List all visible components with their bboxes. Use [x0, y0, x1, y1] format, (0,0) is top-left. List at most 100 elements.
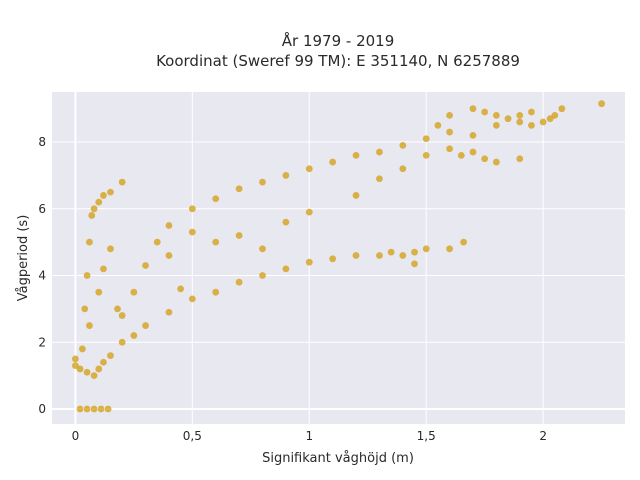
scatter-point [460, 238, 468, 246]
scatter-point [516, 118, 524, 126]
scatter-point [399, 165, 407, 173]
scatter-point [88, 212, 96, 219]
scatter-point [104, 405, 112, 413]
scatter-point [76, 405, 84, 413]
scatter-point [305, 165, 313, 173]
scatter-point [528, 108, 535, 116]
scatter-point [352, 252, 360, 259]
scatter-point [469, 105, 477, 113]
x-tick-label: 2 [539, 429, 547, 443]
scatter-point [83, 368, 91, 376]
scatter-point [259, 245, 266, 253]
chart-title-line-2: Koordinat (Sweref 99 TM): E 351140, N 62… [156, 52, 520, 70]
scatter-point [399, 141, 407, 149]
scatter-point [81, 305, 89, 313]
scatter-point [118, 312, 126, 319]
scatter-point [76, 365, 84, 373]
scatter-point [83, 405, 91, 413]
scatter-point [411, 248, 418, 256]
scatter-point [165, 252, 173, 259]
scatter-point [86, 322, 93, 329]
chart-title-line-1: År 1979 - 2019 [282, 31, 395, 50]
scatter-point [446, 245, 453, 253]
scatter-point [492, 121, 500, 129]
scatter-point [235, 278, 243, 286]
scatter-point [551, 111, 559, 119]
y-tick-label: 2 [38, 335, 46, 349]
scatter-point [492, 158, 500, 166]
scatter-point [282, 218, 290, 226]
y-axis-ticks: 0 2 4 6 8 [38, 135, 46, 416]
scatter-point [411, 260, 418, 268]
scatter-point [352, 192, 360, 199]
scatter-point [387, 248, 395, 256]
scatter-point [95, 365, 103, 373]
scatter-point [142, 322, 149, 329]
scatter-point [329, 158, 337, 166]
x-axis-label: Signifikant våghöjd (m) [262, 451, 414, 466]
scatter-point [282, 265, 290, 273]
y-axis-label: Vågperiod (s) [16, 215, 31, 302]
scatter-point [114, 305, 121, 313]
scatter-point [352, 151, 360, 159]
scatter-point [79, 345, 86, 353]
y-tick-label: 4 [38, 269, 46, 283]
scatter-point [516, 111, 524, 119]
scatter-point [142, 262, 149, 269]
scatter-point [95, 288, 103, 296]
scatter-point [481, 155, 489, 163]
x-tick-label: 0 [72, 429, 80, 443]
scatter-point [539, 118, 547, 126]
scatter-point [329, 255, 337, 263]
scatter-point [558, 105, 566, 113]
scatter-point [165, 308, 173, 316]
x-tick-label: 1 [305, 429, 313, 443]
scatter-point [399, 252, 407, 259]
scatter-point [188, 228, 196, 236]
scatter-point [376, 148, 383, 156]
scatter-point [90, 205, 98, 213]
scatter-point [130, 332, 138, 339]
scatter-point [504, 115, 512, 123]
scatter-point [235, 185, 243, 193]
scatter-point [212, 238, 220, 246]
scatter-point [259, 272, 266, 279]
scatter-point [422, 151, 430, 159]
scatter-points [71, 100, 606, 413]
scatter-point [446, 111, 453, 119]
scatter-point [212, 288, 220, 296]
x-tick-label: 0,5 [183, 429, 202, 443]
scatter-point [188, 205, 196, 213]
scatter-point [107, 188, 114, 196]
scatter-point [97, 405, 105, 413]
x-axis-ticks: 0 0,5 1 1,5 2 [72, 429, 547, 443]
scatter-point [100, 358, 107, 366]
scatter-point [71, 355, 79, 363]
y-tick-label: 6 [38, 202, 46, 216]
scatter-point [492, 111, 500, 119]
scatter-point [165, 222, 173, 229]
scatter-point [212, 195, 220, 203]
scatter-point [118, 178, 126, 186]
scatter-point [481, 108, 489, 116]
scatter-point [235, 232, 243, 239]
scatter-point [90, 372, 98, 380]
scatter-point [188, 295, 196, 303]
y-tick-label: 0 [38, 402, 46, 416]
scatter-point [305, 208, 313, 216]
scatter-point [469, 131, 477, 139]
scatter-point [83, 272, 91, 279]
scatter-point [528, 121, 535, 129]
scatter-point [259, 178, 266, 186]
scatter-point [86, 238, 93, 246]
scatter-point [422, 245, 430, 253]
scatter-point [100, 265, 107, 273]
scatter-point [446, 128, 453, 136]
scatter-point [457, 151, 465, 159]
scatter-point [282, 172, 290, 179]
scatter-point [177, 285, 185, 293]
scatter-point [118, 338, 126, 346]
scatter-point [469, 148, 477, 156]
scatter-point [153, 238, 161, 246]
